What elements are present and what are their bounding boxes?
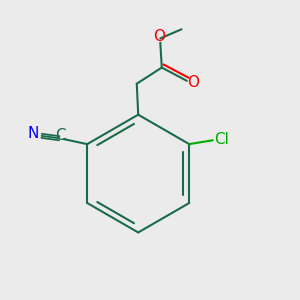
Text: O: O — [187, 75, 199, 90]
Text: Cl: Cl — [214, 132, 229, 147]
Text: N: N — [28, 126, 39, 141]
Text: O: O — [153, 29, 165, 44]
Text: C: C — [56, 128, 66, 143]
